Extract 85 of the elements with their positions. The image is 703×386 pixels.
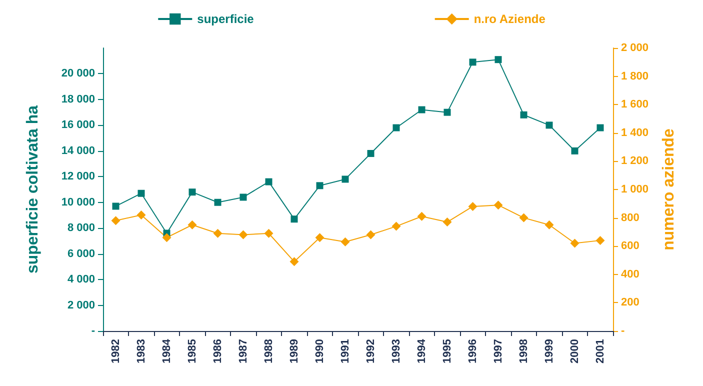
point [444,108,451,116]
y2-tick-label: 800 [621,212,640,224]
x-tick-label: 1984 [160,338,173,364]
y2-tick-label: 1 600 [621,98,649,111]
x-tick-label: 1991 [339,339,352,364]
point [111,216,120,226]
point [571,147,578,154]
x-tick-label: 1994 [416,338,428,364]
y-tick-label: 10 000 [61,196,95,208]
x-tick-label: 1987 [237,339,250,364]
y2-tick-label: - [621,325,625,337]
y2-tick-label: 200 [621,296,640,309]
x-tick-label: 1997 [492,339,504,364]
point [392,222,401,231]
x-tick-label: 1999 [543,339,556,364]
x-tick-label: 1986 [212,339,224,364]
point [596,236,605,245]
legend-label: n.ro Aziende [474,12,546,26]
point [519,213,528,222]
point [188,188,196,196]
x-tick-label: 1982 [110,339,122,364]
y-tick-label: 14 000 [61,144,95,157]
y-tick-label: 18 000 [61,93,95,106]
point [367,150,374,157]
point [315,233,324,242]
y2-tick-label: 400 [621,268,640,280]
y2-tick-label: 1 400 [621,126,649,139]
point [316,182,324,190]
point [136,210,146,220]
y-tick-label: 20 000 [61,68,95,80]
point [112,202,120,210]
point [442,218,452,227]
x-tick-label: 1985 [186,339,198,364]
y-tick-label: 12 000 [61,170,95,183]
point [469,58,476,66]
point [290,216,298,223]
point [213,228,222,238]
x-tick-label: 1996 [466,339,479,364]
point [418,106,426,114]
point [570,238,580,248]
y2-tick-label: 600 [621,240,640,252]
y2-tick-label: 1 000 [621,184,649,196]
x-tick-label: 1995 [441,339,454,364]
point [290,257,299,266]
point [162,233,172,242]
point [340,237,350,246]
y-tick-label: - [91,325,96,337]
point [392,124,400,132]
x-tick-label: 1989 [288,339,300,364]
y2-tick-label: 1 200 [621,155,649,168]
point [188,220,197,230]
y2-tick-label: 1 800 [621,70,649,82]
point [342,176,349,183]
x-tick-label: 1990 [314,339,326,364]
point [366,230,376,240]
y-tick-label: 8 000 [67,222,95,234]
point [240,194,247,201]
x-tick-label: 1998 [518,339,530,364]
point [546,122,553,129]
point [494,200,503,210]
y-tick-label: 6 000 [67,248,95,260]
y-tick-label: 16 000 [61,119,95,132]
point [214,198,222,206]
x-tick-label: 1983 [135,339,148,364]
point [238,230,248,240]
point [520,111,528,118]
x-tick-label: 2000 [568,339,581,364]
y-axis-title: superficie coltivata ha [24,105,42,274]
point [468,202,478,211]
x-tick-label: 1992 [364,339,377,364]
x-tick-label: 1993 [390,339,402,364]
y-tick-label: 2 000 [67,299,95,312]
point [417,212,426,221]
point [264,228,274,238]
point [544,220,554,230]
point [494,56,502,64]
y2-tick-label: 2 000 [621,42,649,54]
point [265,178,272,186]
x-tick-label: 1988 [262,339,275,364]
point [138,190,145,197]
y2-axis-title: numero aziende [660,128,678,250]
x-tick-label: 2001 [594,339,606,364]
y-tick-label: 4 000 [67,274,95,286]
legend-label: superficie [197,12,254,26]
point [596,124,604,132]
